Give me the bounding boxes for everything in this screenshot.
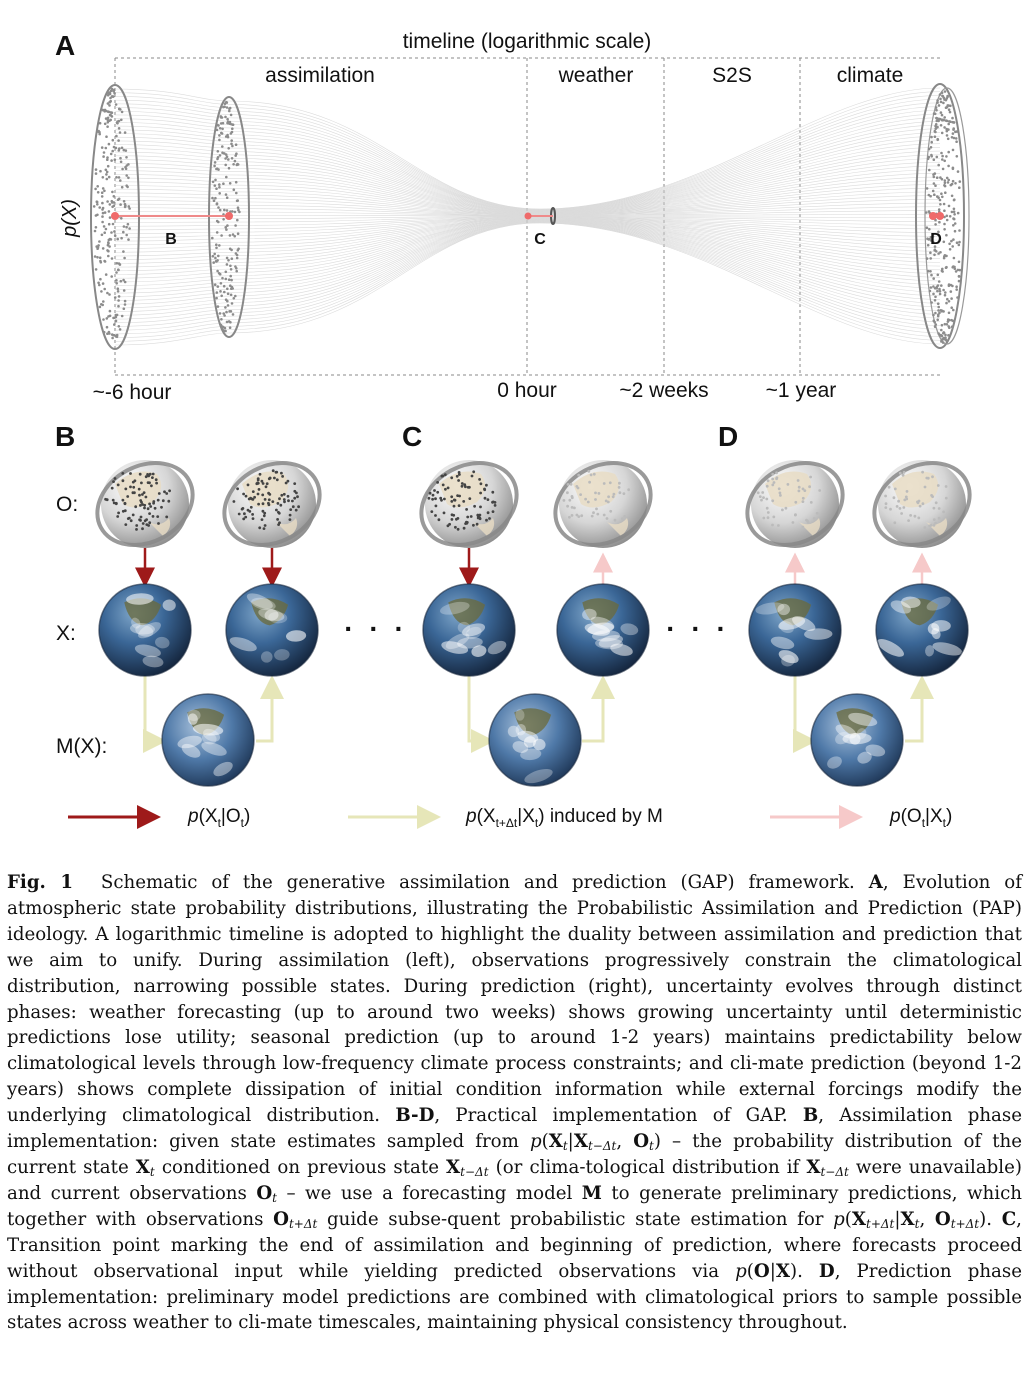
state-globe-b1 [98,583,192,677]
panel-a-letter: A [55,30,75,61]
timeline-title: timeline (logarithmic scale) [403,30,652,53]
observation-globe-b1 [95,460,195,548]
phase-label-assimilation: assimilation [265,64,375,87]
observation-globe-d2 [872,460,972,548]
row-label-model: M(X): [56,735,107,758]
phase-label-climate: climate [837,64,904,87]
phase-label-s2s: S2S [712,64,752,87]
point-b-marker [111,212,233,220]
model-globe-c [488,693,582,787]
tick-label-2weeks: ~2 weeks [619,379,708,402]
tick-label-0h: 0 hour [497,379,557,402]
state-globe-b2 [225,583,319,677]
observation-globe-c1 [419,460,519,548]
point-d-marker [929,212,944,220]
tick-label-1year: ~1 year [766,379,837,402]
model-transition-arrows [143,675,934,753]
state-globe-c1 [422,583,516,677]
legend-label-model: p(Xt+Δt|Xt) induced by M [466,806,663,830]
ellipsis-left: · · · [344,613,408,644]
panel-b-letter: B [55,421,75,452]
caption-label: Fig. 1 [7,872,74,893]
model-globe-d [810,693,904,787]
panel-d-letter: D [718,421,738,452]
tick-label-minus6h: ~-6 hour [93,381,172,404]
point-label-d: D [930,231,942,248]
panel-c-letter: C [402,421,422,452]
observation-arrows [135,548,932,588]
state-globe-d1 [748,583,842,677]
state-globe-d2 [875,583,969,677]
observation-globe-c2 [553,460,653,548]
ellipsis-right: · · · [666,613,730,644]
state-globe-c2 [556,583,650,677]
left-distribution-ring [90,84,140,350]
observation-globe-d1 [745,460,845,548]
row-label-observations: O: [56,493,78,516]
phase-label-weather: weather [558,64,634,87]
point-label-b: B [165,231,177,248]
figure-canvas: A timeline (logarithmic scale) assimilat… [55,30,972,829]
model-globe-b [161,693,255,787]
right-distribution-ring [915,83,970,349]
row-label-states: X: [56,622,76,645]
figure-caption: Fig. 1 Schematic of the generative assim… [7,870,1022,1336]
y-axis-label: p(X) [59,199,81,238]
legend-label-assimilation: p(Xt|Ot) [188,806,251,830]
point-c-marker [524,212,553,220]
legend-label-observation: p(Ot|Xt) [890,806,953,830]
point-label-c: C [534,231,546,248]
caption-text: Schematic of the generative assimilation… [7,872,1022,1334]
observation-globe-b2 [222,460,322,548]
